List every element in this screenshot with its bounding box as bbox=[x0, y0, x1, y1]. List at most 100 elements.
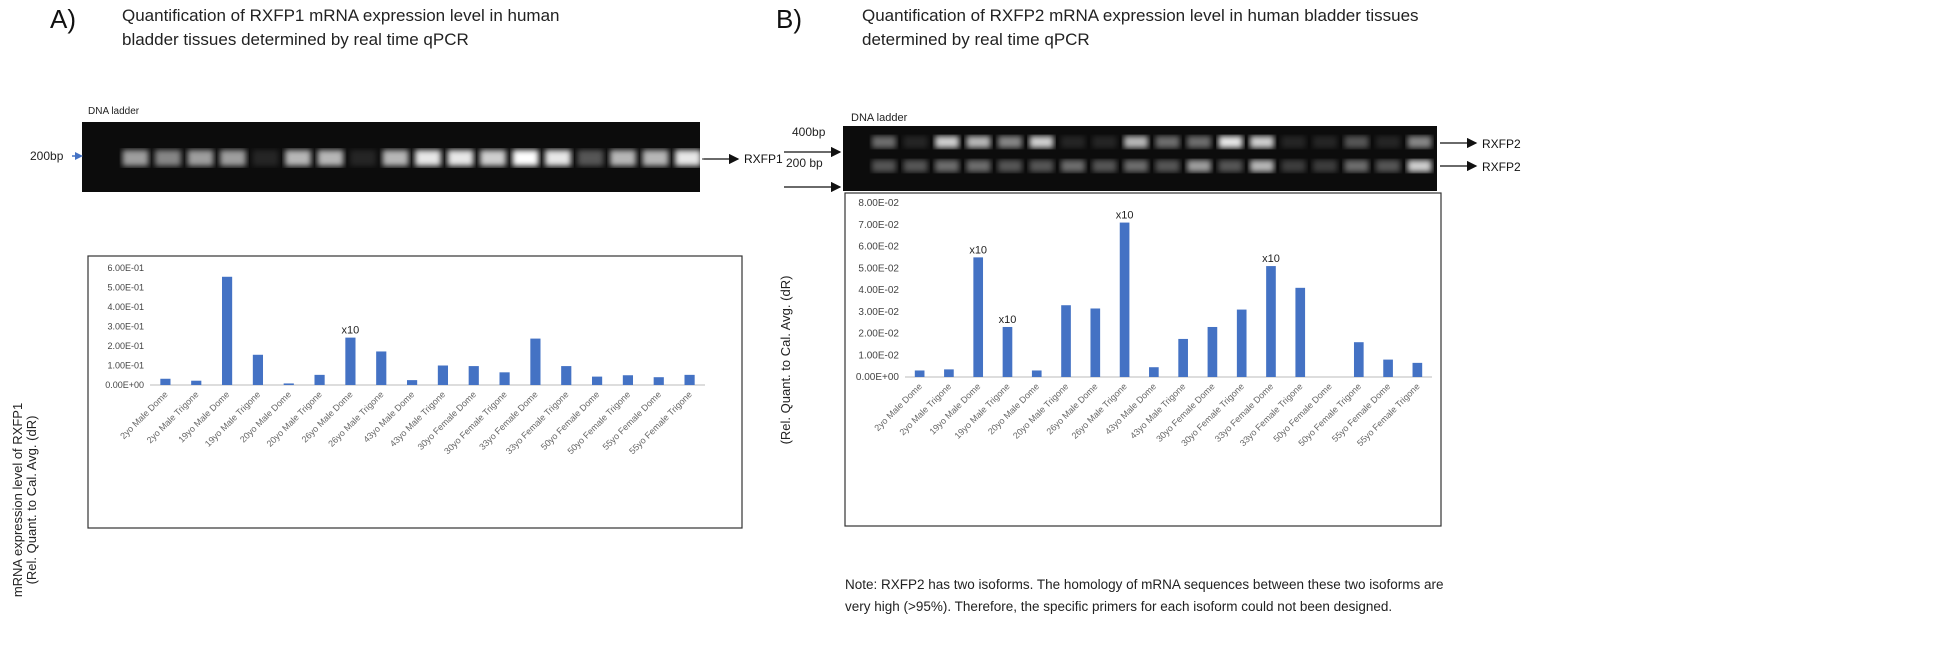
y-tick-label: 4.00E-01 bbox=[107, 302, 144, 312]
x-tick-label: 33yo Female Dome bbox=[477, 389, 540, 452]
chart-frame bbox=[87, 255, 743, 529]
gel-band bbox=[903, 136, 928, 148]
gel-ladder-label: DNA ladder bbox=[88, 106, 140, 117]
gel-band bbox=[1124, 136, 1148, 148]
gel-band bbox=[382, 150, 409, 166]
gel-band bbox=[1218, 160, 1243, 172]
bar bbox=[499, 372, 510, 385]
gel-band bbox=[998, 136, 1022, 148]
gel-band bbox=[966, 136, 991, 148]
bar bbox=[1149, 367, 1159, 377]
bar bbox=[221, 276, 233, 385]
bar bbox=[622, 375, 634, 385]
x-tick-label: 19yo Male Dome bbox=[927, 381, 982, 436]
gel-marker-label: 200 bp bbox=[786, 156, 823, 170]
gel-band bbox=[903, 160, 928, 172]
y-axis-label: (Rel. Quant. to Cal. Avg. (dR) bbox=[24, 416, 39, 585]
gel-band bbox=[155, 150, 181, 166]
gel-band bbox=[1281, 136, 1306, 148]
bar bbox=[944, 369, 954, 377]
x-tick-label: 20yo Male Dome bbox=[986, 381, 1041, 436]
bar bbox=[684, 374, 695, 385]
x-tick-label: 43yo Male Trigone bbox=[388, 389, 447, 448]
annotation: x10 bbox=[1116, 210, 1134, 222]
gel-band bbox=[1187, 160, 1211, 172]
gel-band bbox=[1250, 136, 1274, 148]
bar bbox=[468, 366, 479, 385]
gel-band bbox=[1250, 160, 1274, 172]
x-tick-label: 26yo Male Dome bbox=[1045, 381, 1100, 436]
gel-band bbox=[1092, 160, 1117, 172]
chart-title: Quantification of RXFP2 mRNA expression … bbox=[862, 6, 1419, 49]
gel-band bbox=[1155, 136, 1180, 148]
gel-band bbox=[642, 150, 669, 166]
x-tick-label: 43yo Male Dome bbox=[1103, 381, 1158, 436]
annotation: x10 bbox=[1262, 253, 1280, 265]
y-tick-label: 6.00E-01 bbox=[107, 263, 144, 273]
gel-band bbox=[512, 150, 539, 166]
gel-marker-label: 200bp bbox=[30, 149, 64, 163]
y-tick-label: 8.00E-02 bbox=[858, 198, 899, 209]
bar bbox=[1090, 308, 1101, 377]
bar bbox=[530, 338, 541, 385]
bar bbox=[1412, 362, 1423, 377]
gel-band bbox=[252, 150, 279, 166]
y-tick-label: 0.00E+00 bbox=[856, 372, 900, 383]
gel-band-label: RXFP2 bbox=[1482, 137, 1521, 151]
gel-band bbox=[447, 150, 474, 166]
x-tick-label: 2yo Male Trigone bbox=[897, 381, 953, 437]
y-axis-label: (Rel. Quant. to Cal. Avg. (dR) bbox=[778, 276, 793, 445]
y-tick-label: 7.00E-02 bbox=[858, 220, 899, 231]
bar bbox=[1061, 305, 1071, 377]
x-tick-label: 20yo Male Trigone bbox=[1011, 381, 1070, 440]
annotation: x10 bbox=[342, 325, 360, 337]
bar bbox=[314, 374, 325, 385]
gel-band bbox=[1281, 160, 1306, 172]
chart-title: Quantification of RXFP1 mRNA expression … bbox=[122, 6, 560, 49]
x-tick-label: 20yo Male Trigone bbox=[265, 389, 324, 448]
gel-band bbox=[872, 160, 896, 172]
gel-band bbox=[1376, 136, 1400, 148]
gel-band bbox=[1407, 136, 1432, 148]
gel-band bbox=[935, 160, 959, 172]
bar bbox=[973, 257, 984, 377]
bar bbox=[406, 380, 418, 385]
gel-band bbox=[1344, 136, 1369, 148]
gel-band bbox=[122, 150, 149, 166]
gel-band bbox=[220, 150, 246, 166]
gel-band bbox=[317, 150, 344, 166]
gel-band bbox=[285, 150, 311, 166]
gel-band bbox=[1187, 136, 1211, 148]
bar bbox=[191, 380, 202, 385]
gel-band bbox=[1218, 136, 1243, 148]
bar bbox=[376, 351, 387, 385]
y-tick-label: 1.00E-02 bbox=[858, 350, 899, 361]
annotation: x10 bbox=[969, 244, 987, 256]
gel-band bbox=[350, 150, 376, 166]
gel-marker-label: 400bp bbox=[792, 125, 826, 139]
x-tick-label: 19yo Male Trigone bbox=[952, 381, 1011, 440]
gel-band-label: RXFP2 bbox=[1482, 160, 1521, 174]
bar bbox=[252, 354, 264, 385]
gel-band bbox=[1155, 160, 1180, 172]
y-tick-label: 3.00E-01 bbox=[107, 322, 144, 332]
gel-band bbox=[1313, 136, 1337, 148]
bar bbox=[1353, 342, 1364, 377]
bar bbox=[1002, 326, 1013, 377]
bar bbox=[437, 365, 449, 385]
y-tick-label: 5.00E-02 bbox=[858, 263, 899, 274]
gel-band bbox=[577, 150, 604, 166]
x-tick-label: 30yo Female Dome bbox=[416, 389, 479, 452]
gel-band bbox=[1313, 160, 1337, 172]
gel-band bbox=[480, 150, 506, 166]
bar bbox=[1236, 309, 1247, 377]
panel-label: B) bbox=[776, 4, 802, 34]
bar bbox=[283, 383, 294, 385]
y-tick-label: 3.00E-02 bbox=[858, 307, 899, 318]
bar bbox=[1178, 338, 1188, 377]
gel-band bbox=[1029, 160, 1054, 172]
gel-band bbox=[935, 136, 959, 148]
gel-band bbox=[998, 160, 1022, 172]
